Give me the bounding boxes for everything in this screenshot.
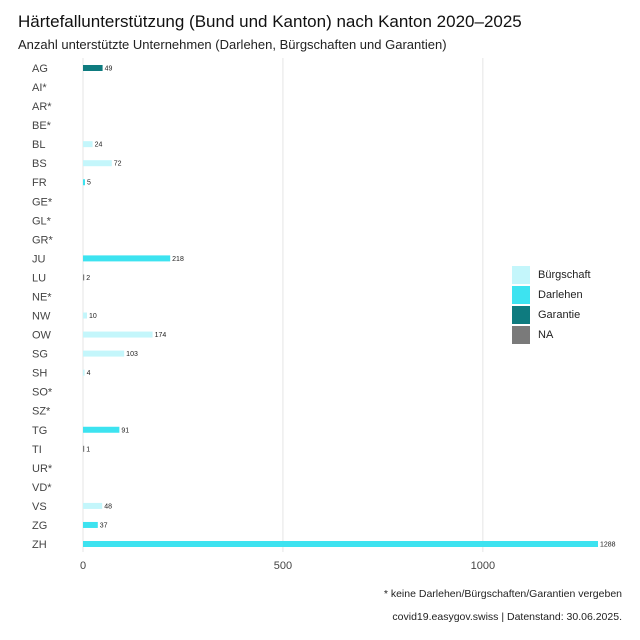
y-tick-label: VD* — [32, 482, 52, 494]
bar — [83, 179, 85, 186]
bar — [83, 255, 171, 262]
y-tick-label: BS — [32, 158, 47, 170]
bar-value-label: 5 — [87, 180, 91, 187]
bar-value-label: 2 — [86, 275, 90, 282]
y-tick-label: ZH — [32, 539, 47, 551]
legend-swatch — [512, 266, 530, 284]
y-tick-label: SH — [32, 368, 47, 380]
y-tick-label: AG — [32, 63, 48, 75]
legend-swatch — [512, 326, 530, 344]
y-tick-label: GE* — [32, 196, 53, 208]
source-caption: covid19.easygov.swiss | Datenstand: 30.0… — [392, 611, 622, 623]
bar — [83, 65, 103, 71]
bar — [83, 426, 120, 433]
y-tick-label: SZ* — [32, 406, 51, 418]
legend-label: NA — [538, 329, 554, 341]
bar — [83, 350, 125, 357]
y-tick-label: AR* — [32, 101, 52, 113]
bar — [83, 160, 112, 167]
bar-value-label: 1288 — [600, 542, 616, 549]
legend-label: Darlehen — [538, 289, 583, 301]
bar — [83, 141, 93, 148]
y-tick-label: OW — [32, 330, 52, 342]
bar — [83, 274, 85, 281]
bar-value-label: 1 — [86, 446, 90, 453]
bar-value-label: 10 — [89, 313, 97, 320]
bar-value-label: 24 — [95, 142, 103, 149]
chart-title: Härtefallunterstützung (Bund und Kanton)… — [18, 12, 522, 31]
y-tick-label: GR* — [32, 234, 54, 246]
y-tick-label: FR — [32, 177, 47, 189]
chart-subtitle: Anzahl unterstützte Unternehmen (Darlehe… — [18, 37, 447, 52]
chart-legend: Bürgschaft Darlehen Garantie NA — [512, 265, 591, 345]
y-tick-label: ZG — [32, 520, 47, 532]
bar — [83, 331, 153, 338]
y-tick-label: JU — [32, 253, 46, 265]
legend-swatch — [512, 306, 530, 324]
bar — [83, 445, 85, 452]
x-tick-label: 1000 — [471, 560, 495, 572]
bar — [83, 312, 87, 319]
y-tick-label: GL* — [32, 215, 52, 227]
y-tick-label: TI — [32, 444, 42, 456]
bar-value-label: 91 — [121, 427, 129, 434]
y-tick-label: SG — [32, 349, 48, 361]
y-tick-label: SO* — [32, 387, 53, 399]
bar-value-label: 37 — [100, 522, 108, 529]
x-tick-label: 0 — [80, 560, 86, 572]
bar — [83, 369, 85, 376]
bar-value-label: 48 — [104, 503, 112, 510]
bar-value-label: 4 — [87, 370, 91, 377]
bar — [83, 521, 98, 528]
y-tick-label: AI* — [32, 82, 47, 94]
bar-value-label: 49 — [105, 66, 113, 73]
y-tick-label: VS — [32, 501, 47, 513]
x-tick-label: 500 — [274, 560, 292, 572]
legend-item: Garantie — [512, 305, 591, 325]
y-tick-label: UR* — [32, 463, 53, 475]
y-tick-label: NE* — [32, 291, 52, 303]
y-tick-label: LU — [32, 272, 46, 284]
legend-label: Bürgschaft — [538, 269, 591, 281]
legend-swatch — [512, 286, 530, 304]
bar — [83, 502, 103, 509]
footnote: * keine Darlehen/Bürgschaften/Garantien … — [383, 588, 622, 600]
bar-value-label: 174 — [155, 332, 167, 339]
y-tick-label: TG — [32, 425, 47, 437]
bar-value-label: 72 — [114, 161, 122, 168]
bar-value-label: 103 — [126, 351, 138, 358]
legend-item: NA — [512, 325, 591, 345]
legend-item: Darlehen — [512, 285, 591, 305]
bar — [83, 541, 598, 547]
legend-label: Garantie — [538, 309, 581, 321]
bar-value-label: 218 — [172, 256, 184, 263]
legend-item: Bürgschaft — [512, 265, 591, 285]
y-tick-label: NW — [32, 311, 51, 323]
y-tick-label: BL — [32, 139, 45, 151]
y-tick-label: BE* — [32, 120, 52, 132]
